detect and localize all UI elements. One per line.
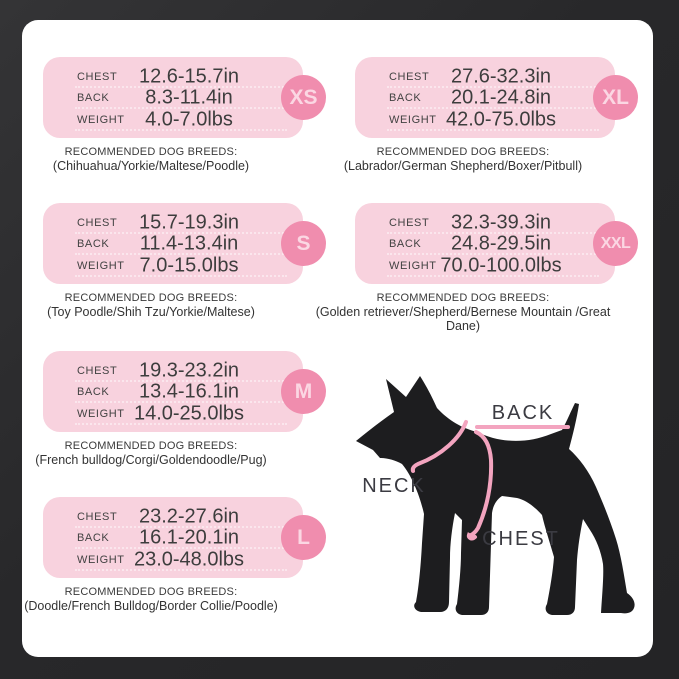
weight-label: WEIGHT — [77, 259, 125, 272]
weight-value: 70.0-100.0lbs — [440, 254, 562, 277]
size-section-xl: CHEST 27.6-32.3in BACK 20.1-24.8in WEIGH… — [344, 57, 655, 197]
size-badge-l: L — [281, 515, 326, 560]
weight-value: 14.0-25.0lbs — [133, 402, 245, 425]
recommended-breeds-title: RECOMMENDED DOG BREEDS: — [64, 586, 238, 598]
weight-value: 23.0-48.0lbs — [133, 548, 245, 571]
back-diagram-label: BACK — [492, 402, 554, 424]
weight-value: 4.0-7.0lbs — [145, 108, 233, 131]
chest-label: CHEST — [77, 216, 118, 229]
weight-label: WEIGHT — [77, 553, 125, 566]
back-value: 8.3-11.4in — [145, 86, 233, 109]
breeds-list-m: (French bulldog/Corgi/Goldendoodle/Pug) — [35, 453, 267, 467]
recommended-breeds-title: RECOMMENDED DOG BREEDS: — [64, 292, 238, 304]
size-badge-xs: XS — [281, 75, 326, 120]
size-card-xxl: CHEST 32.3-39.3in BACK 24.8-29.5in WEIGH… — [355, 203, 615, 284]
size-section-s: CHEST 15.7-19.3in BACK 11.4-13.4in WEIGH… — [43, 203, 343, 343]
dog-measurement-diagram: BACK NECK CHEST — [350, 362, 650, 645]
chest-value: 27.6-32.3in — [450, 65, 552, 88]
chest-row: CHEST 19.3-23.2in — [43, 359, 303, 382]
weight-label: WEIGHT — [389, 259, 437, 272]
weight-value: 42.0-75.0lbs — [445, 108, 557, 131]
size-section-m: CHEST 19.3-23.2in BACK 13.4-16.1in WEIGH… — [35, 351, 343, 491]
back-value: 13.4-16.1in — [138, 380, 240, 403]
chest-diagram-label: CHEST — [482, 528, 560, 550]
dog-silhouette — [356, 376, 635, 615]
chest-value: 32.3-39.3in — [450, 211, 552, 234]
back-label: BACK — [77, 386, 110, 399]
size-badge-xxl: XXL — [593, 221, 638, 266]
recommended-breeds-title: RECOMMENDED DOG BREEDS: — [376, 292, 550, 304]
size-card-xs: CHEST 12.6-15.7in BACK 8.3-11.4in WEIGHT… — [43, 57, 303, 138]
weight-row: WEIGHT 7.0-15.0lbs — [43, 254, 303, 277]
size-card-s: CHEST 15.7-19.3in BACK 11.4-13.4in WEIGH… — [43, 203, 303, 284]
chest-label: CHEST — [389, 70, 430, 83]
chest-row: CHEST 15.7-19.3in — [43, 211, 303, 234]
neck-diagram-label: NECK — [362, 475, 426, 497]
white-panel: CHEST 12.6-15.7in BACK 8.3-11.4in WEIGHT… — [22, 20, 653, 657]
back-label: BACK — [77, 92, 110, 105]
weight-value: 7.0-15.0lbs — [139, 254, 239, 277]
back-value: 20.1-24.8in — [450, 86, 552, 109]
back-label: BACK — [389, 92, 422, 105]
size-section-xs: CHEST 12.6-15.7in BACK 8.3-11.4in WEIGHT… — [43, 57, 343, 197]
weight-row: WEIGHT 42.0-75.0lbs — [355, 108, 615, 131]
chest-row: CHEST 32.3-39.3in — [355, 211, 615, 234]
back-row: BACK 11.4-13.4in — [43, 232, 303, 256]
breeds-list-xl: (Labrador/German Shepherd/Boxer/Pitbull) — [343, 159, 583, 173]
size-card-xl: CHEST 27.6-32.3in BACK 20.1-24.8in WEIGH… — [355, 57, 615, 138]
weight-row: WEIGHT 23.0-48.0lbs — [43, 548, 303, 571]
back-row: BACK 20.1-24.8in — [355, 86, 615, 110]
chest-strap-line — [466, 430, 494, 541]
chest-label: CHEST — [77, 70, 118, 83]
weight-row: WEIGHT 4.0-7.0lbs — [43, 108, 303, 131]
chest-value: 23.2-27.6in — [138, 505, 240, 528]
weight-label: WEIGHT — [77, 113, 125, 126]
chest-label: CHEST — [77, 510, 118, 523]
back-label: BACK — [389, 238, 422, 251]
recommended-breeds-title: RECOMMENDED DOG BREEDS: — [64, 146, 238, 158]
size-badge-m: M — [281, 369, 326, 414]
breeds-list-xs: (Chihuahua/Yorkie/Maltese/Poodle) — [52, 159, 250, 173]
back-value: 16.1-20.1in — [138, 526, 240, 549]
back-value: 11.4-13.4in — [139, 232, 239, 255]
size-card-m: CHEST 19.3-23.2in BACK 13.4-16.1in WEIGH… — [43, 351, 303, 432]
weight-label: WEIGHT — [389, 113, 437, 126]
chest-row: CHEST 27.6-32.3in — [355, 65, 615, 88]
dog-silhouette-figure: BACK NECK CHEST — [356, 376, 635, 615]
chest-label: CHEST — [389, 216, 430, 229]
breeds-list-l: (Doodle/French Bulldog/Border Collie/Poo… — [24, 599, 278, 613]
back-row: BACK 16.1-20.1in — [43, 526, 303, 550]
breeds-list-xxl: (Golden retriever/Shepherd/Bernese Mount… — [315, 305, 611, 333]
size-badge-s: S — [281, 221, 326, 266]
chest-row: CHEST 12.6-15.7in — [43, 65, 303, 88]
back-row: BACK 8.3-11.4in — [43, 86, 303, 110]
weight-row: WEIGHT 70.0-100.0lbs — [355, 254, 615, 277]
size-card-l: CHEST 23.2-27.6in BACK 16.1-20.1in WEIGH… — [43, 497, 303, 578]
back-row: BACK 13.4-16.1in — [43, 380, 303, 404]
chest-value: 15.7-19.3in — [138, 211, 240, 234]
back-label: BACK — [77, 238, 110, 251]
recommended-breeds-title: RECOMMENDED DOG BREEDS: — [64, 440, 238, 452]
size-badge-xl: XL — [593, 75, 638, 120]
recommended-breeds-title: RECOMMENDED DOG BREEDS: — [376, 146, 550, 158]
back-row: BACK 24.8-29.5in — [355, 232, 615, 256]
neck-strap-line — [410, 420, 468, 473]
chest-value: 19.3-23.2in — [138, 359, 240, 382]
weight-label: WEIGHT — [77, 407, 125, 420]
weight-row: WEIGHT 14.0-25.0lbs — [43, 402, 303, 425]
chest-label: CHEST — [77, 364, 118, 377]
breeds-list-s: (Toy Poodle/Shih Tzu/Yorkie/Maltese) — [47, 305, 255, 319]
size-section-l: CHEST 23.2-27.6in BACK 16.1-20.1in WEIGH… — [24, 497, 343, 637]
back-value: 24.8-29.5in — [450, 232, 552, 255]
size-section-xxl: CHEST 32.3-39.3in BACK 24.8-29.5in WEIGH… — [316, 203, 655, 343]
chest-row: CHEST 23.2-27.6in — [43, 505, 303, 528]
chest-value: 12.6-15.7in — [138, 65, 240, 88]
back-label: BACK — [77, 532, 110, 545]
